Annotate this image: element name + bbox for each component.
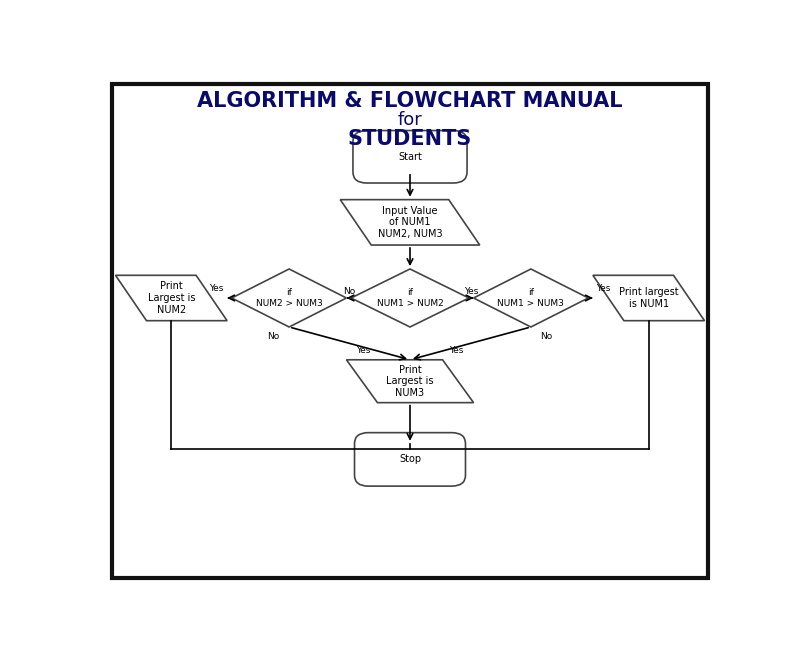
Text: Yes: Yes <box>209 284 223 293</box>
Polygon shape <box>346 360 474 403</box>
FancyBboxPatch shape <box>354 433 466 486</box>
Text: ALGORITHM & FLOWCHART MANUAL: ALGORITHM & FLOWCHART MANUAL <box>198 91 622 111</box>
Text: Print
Largest is
NUM2: Print Largest is NUM2 <box>147 282 195 314</box>
Text: Start: Start <box>398 152 422 162</box>
Polygon shape <box>115 275 227 321</box>
Text: if
NUM1 > NUM3: if NUM1 > NUM3 <box>498 288 564 308</box>
Text: Yes: Yes <box>356 346 370 355</box>
Text: if
NUM2 > NUM3: if NUM2 > NUM3 <box>256 288 322 308</box>
Polygon shape <box>340 200 480 245</box>
Text: Print largest
is NUM1: Print largest is NUM1 <box>619 287 678 309</box>
Text: No: No <box>267 331 280 341</box>
Polygon shape <box>232 269 346 327</box>
Text: Print
Largest is
NUM3: Print Largest is NUM3 <box>386 365 434 398</box>
FancyBboxPatch shape <box>353 130 467 183</box>
Polygon shape <box>474 269 588 327</box>
Text: Yes: Yes <box>464 287 478 296</box>
Text: for: for <box>398 111 422 130</box>
Text: Yes: Yes <box>450 346 464 355</box>
Text: STUDENTS: STUDENTS <box>348 129 472 149</box>
Polygon shape <box>593 275 705 321</box>
Text: Yes: Yes <box>597 284 611 293</box>
Text: if
NUM1 > NUM2: if NUM1 > NUM2 <box>377 288 443 308</box>
Text: Stop: Stop <box>399 455 421 464</box>
Text: Input Value
of NUM1
NUM2, NUM3: Input Value of NUM1 NUM2, NUM3 <box>378 206 442 239</box>
Text: No: No <box>540 331 553 341</box>
Text: No: No <box>342 287 355 296</box>
Polygon shape <box>351 269 469 327</box>
